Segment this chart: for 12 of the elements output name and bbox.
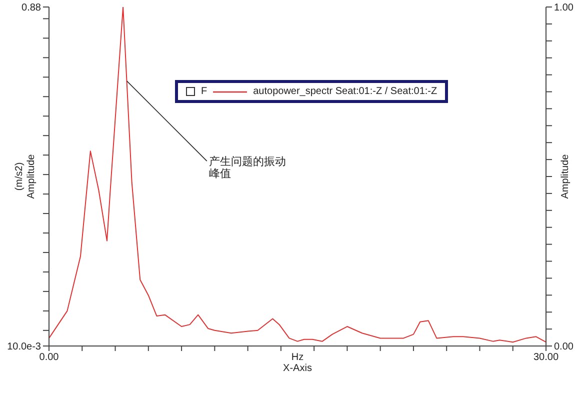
x-axis-title: Hz X-Axis: [283, 352, 312, 374]
y2-tick-label: 0.00: [554, 342, 574, 353]
y-tick-label: 10.0e-3: [7, 342, 42, 353]
y2-tick-label: 1.00: [554, 2, 574, 14]
line-series: [49, 7, 546, 343]
legend-label: autopower_spectr Seat:01:-Z / Seat:01:-Z: [253, 86, 438, 97]
y2-axis-title: Amplitude: [560, 154, 571, 199]
legend-title: F: [201, 86, 208, 97]
x-tick-label: 30.00: [533, 352, 559, 364]
y-axis-title: (m/s2) Amplitude: [14, 154, 37, 199]
annotation: 产生问题的振动峰值: [208, 155, 286, 180]
y-tick-label: 0.88: [22, 2, 42, 14]
